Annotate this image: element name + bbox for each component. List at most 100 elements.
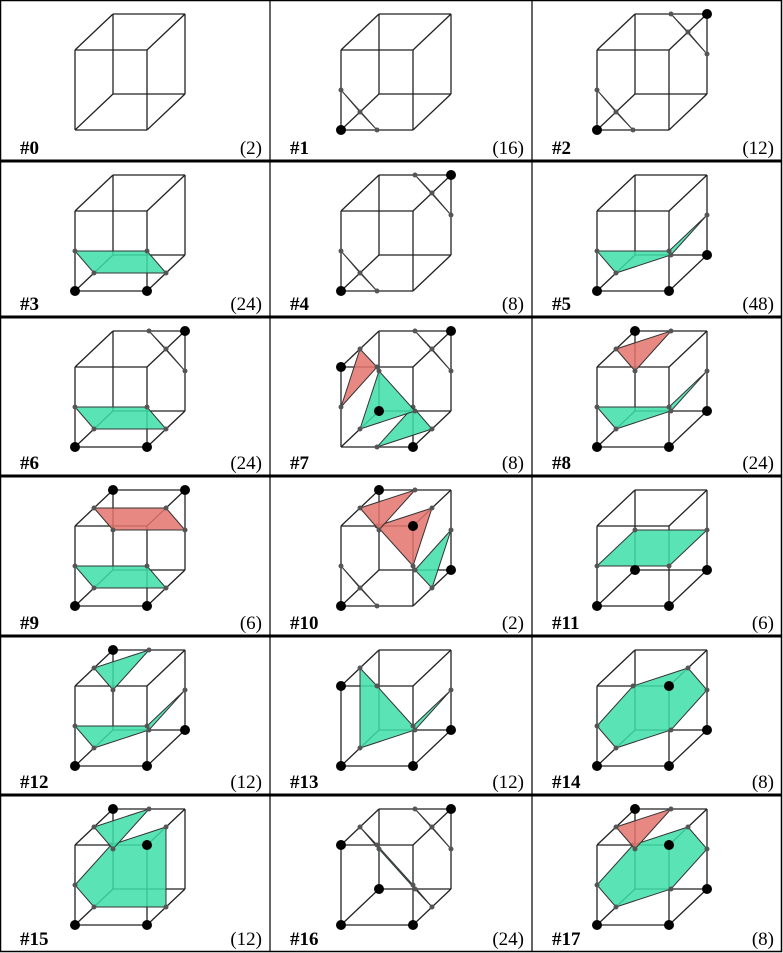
edge-point xyxy=(595,724,600,729)
vertex-dot xyxy=(408,442,418,452)
vertex-dot xyxy=(702,9,712,19)
case-label: #16 xyxy=(290,929,319,950)
cube-edge xyxy=(669,889,707,925)
edge-point xyxy=(669,329,674,334)
iso-surface xyxy=(75,407,166,429)
cube-edge xyxy=(597,570,635,606)
edge-point xyxy=(595,564,600,569)
vertex-dot xyxy=(336,286,346,296)
cube-edge xyxy=(413,94,451,130)
iso-surface xyxy=(597,215,707,273)
case-label: #8 xyxy=(552,453,571,474)
edge-point xyxy=(614,347,619,352)
edge-point xyxy=(92,427,97,432)
edge-point xyxy=(183,688,188,693)
edge-point xyxy=(92,905,97,910)
edge-point xyxy=(358,746,363,751)
vertex-dot xyxy=(446,804,456,814)
edge-point xyxy=(164,271,169,276)
case-count: (12) xyxy=(230,772,262,793)
cube-edge xyxy=(341,14,379,50)
cube-edge xyxy=(75,94,113,130)
case-label: #6 xyxy=(20,453,39,474)
marching-cubes-figure: #0(2)#1(16)#2(12)#3(24)#4(8)#5(48)#6(24)… xyxy=(0,0,783,953)
case-count: (8) xyxy=(752,929,774,950)
edge-point xyxy=(705,847,710,852)
edge-point xyxy=(111,847,116,852)
cube-cell: #8(24) xyxy=(552,326,774,474)
cube-cell: #5(48) xyxy=(552,175,774,315)
edge-point xyxy=(633,847,638,852)
vertex-dot xyxy=(142,601,152,611)
edge-point xyxy=(413,807,418,812)
cube-edge xyxy=(597,14,635,50)
cube-edge xyxy=(75,331,113,367)
edge-point xyxy=(92,666,97,671)
iso-surface xyxy=(597,371,707,429)
iso-surface xyxy=(94,508,185,530)
edge-point xyxy=(375,289,380,294)
case-count: (24) xyxy=(492,929,524,950)
vertex-dot xyxy=(630,804,640,814)
edge-point xyxy=(147,728,152,733)
vertex-dot xyxy=(70,601,80,611)
edge-point xyxy=(669,807,674,812)
edge-point xyxy=(358,506,363,511)
cube-edge xyxy=(669,94,707,130)
cube-cell: #17(8) xyxy=(552,804,774,950)
vertex-dot xyxy=(142,761,152,771)
edge-point xyxy=(430,825,435,830)
case-label: #11 xyxy=(552,613,579,634)
vertex-dot xyxy=(664,681,674,691)
vertex-dot xyxy=(336,920,346,930)
vertex-dot xyxy=(336,840,346,850)
vertex-dot xyxy=(374,884,384,894)
edge-point xyxy=(164,586,169,591)
cube-cell: #14(8) xyxy=(552,650,774,793)
edge-point xyxy=(358,271,363,276)
vertex-dot xyxy=(630,565,640,575)
case-label: #0 xyxy=(20,138,39,159)
edge-point xyxy=(595,883,600,888)
edge-point xyxy=(669,728,674,733)
case-count: (16) xyxy=(492,138,524,159)
edge-point xyxy=(413,329,418,334)
vertex-dot xyxy=(374,406,384,416)
edge-point xyxy=(614,271,619,276)
edge-point xyxy=(669,409,674,414)
cube-cell: #3(24) xyxy=(20,175,262,315)
case-count: (8) xyxy=(502,294,524,315)
edge-point xyxy=(358,586,363,591)
vertex-dot xyxy=(180,485,190,495)
vertex-dot xyxy=(408,761,418,771)
vertex-dot xyxy=(70,286,80,296)
edge-point xyxy=(147,329,152,334)
edge-point xyxy=(164,825,169,830)
cube-edge xyxy=(669,175,707,211)
edge-point xyxy=(183,369,188,374)
vertex-dot xyxy=(592,601,602,611)
edge-point xyxy=(73,564,78,569)
vertex-dot xyxy=(180,326,190,336)
iso-surface xyxy=(616,331,671,371)
case-label: #9 xyxy=(20,613,39,634)
cube-cell: #10(2) xyxy=(290,485,524,634)
edge-point xyxy=(164,347,169,352)
edge-point xyxy=(339,405,344,410)
cube-cell: #16 (24) xyxy=(290,804,524,950)
edge-point xyxy=(164,506,169,511)
vertex-dot xyxy=(142,840,152,850)
cube-cell: #6(24) xyxy=(20,326,262,474)
iso-surface xyxy=(75,251,166,273)
edge-point xyxy=(430,347,435,352)
edge-point xyxy=(631,684,636,689)
vertex-dot xyxy=(664,840,674,850)
vertex-dot xyxy=(664,601,674,611)
edge-point xyxy=(413,887,418,892)
cube-edge xyxy=(669,570,707,606)
vertex-dot xyxy=(592,920,602,930)
case-label: #14 xyxy=(552,772,581,793)
edge-point xyxy=(339,564,344,569)
case-label: #12 xyxy=(20,772,49,793)
case-count: (6) xyxy=(240,613,262,634)
